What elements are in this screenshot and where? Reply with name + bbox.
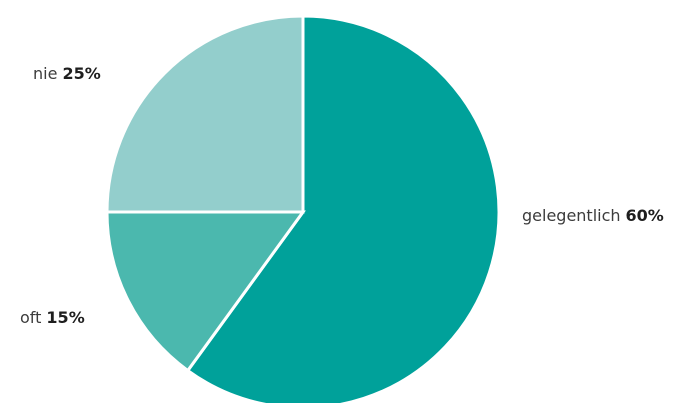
pie-slice-nie (105, 14, 305, 214)
slice-label-gelegentlich: gelegentlich 60% (522, 206, 664, 225)
slice-label-oft: oft 15% (20, 308, 85, 327)
slice-label-nie: nie 25% (33, 64, 101, 83)
slice-labels: gelegentlich 60% oft 15% nie 25% (20, 64, 664, 327)
pie-slice-gelegentlich (185, 14, 501, 403)
pie-slice-oft (105, 210, 306, 373)
pie-slices (105, 14, 501, 403)
